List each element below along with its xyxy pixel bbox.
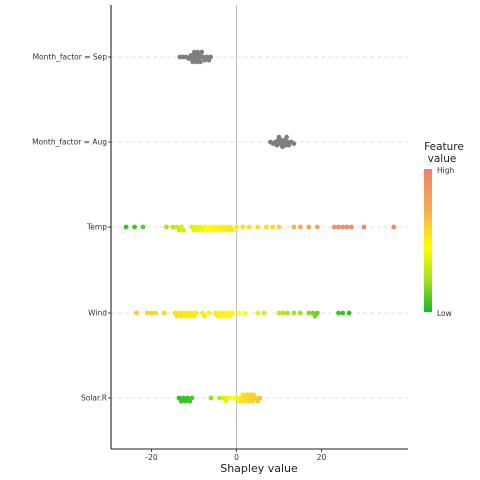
data-point (236, 310, 242, 316)
data-point (208, 395, 214, 401)
data-point (144, 310, 150, 316)
data-point (242, 310, 248, 316)
x-tick-label: 20 (317, 453, 327, 462)
y-tick-label: Temp (86, 223, 107, 232)
data-point (164, 224, 169, 230)
x-tick-label: 0 (234, 453, 239, 462)
data-point (297, 224, 303, 230)
data-point (181, 227, 186, 233)
data-point (276, 310, 282, 316)
legend-low-label: Low (437, 309, 452, 318)
data-point (153, 310, 159, 316)
data-point (140, 224, 146, 230)
data-point (202, 313, 208, 319)
x-tick-label: -20 (145, 453, 157, 462)
data-point (270, 224, 275, 230)
data-point (229, 310, 235, 316)
data-point (234, 224, 239, 230)
data-point (134, 310, 140, 316)
data-point (285, 310, 290, 316)
y-tick-label: Solar.R (81, 394, 107, 403)
data-point (123, 224, 129, 230)
data-point (306, 224, 312, 230)
data-point (190, 59, 196, 65)
y-tick-label: Month_factor = Sep (33, 53, 108, 62)
data-point (291, 224, 297, 230)
data-point (276, 134, 282, 140)
data-point (229, 395, 235, 401)
y-tick-label: Month_factor = Aug (32, 138, 107, 147)
data-point (192, 49, 197, 55)
data-point (177, 54, 183, 60)
data-point (263, 224, 269, 230)
data-points (123, 49, 397, 404)
data-point (217, 395, 222, 401)
legend-title-line1: Feature (424, 141, 464, 153)
data-point (361, 224, 367, 230)
legend-high-label: High (437, 166, 454, 175)
legend-gradient-bar (424, 169, 432, 312)
data-point (229, 227, 235, 233)
data-point (250, 398, 256, 404)
data-point (255, 310, 261, 316)
data-point (239, 398, 245, 404)
data-point (280, 310, 286, 316)
data-point (331, 224, 337, 230)
x-axis-title: Shapley value (220, 462, 298, 475)
data-point (344, 224, 350, 230)
axes: Month_factor = Sep Month_factor = Aug Temp… (32, 5, 408, 462)
data-point (340, 310, 346, 316)
data-point (240, 224, 246, 230)
data-point (149, 310, 154, 316)
data-point (314, 224, 320, 230)
data-point (161, 310, 167, 316)
data-point (198, 59, 203, 65)
data-point (346, 310, 352, 316)
data-point (297, 310, 303, 316)
data-point (348, 224, 354, 230)
data-point (255, 224, 261, 230)
data-point (336, 224, 341, 230)
data-point (291, 310, 297, 316)
data-point (189, 395, 195, 401)
data-point (206, 310, 212, 316)
legend-title-line2: value (428, 153, 457, 165)
color-legend: Feature value High Low (424, 141, 464, 318)
data-point (291, 141, 297, 147)
data-point (199, 49, 205, 55)
data-point (336, 310, 341, 316)
data-point (340, 224, 346, 230)
data-point (391, 224, 397, 230)
data-point (193, 310, 199, 316)
data-point (225, 395, 231, 401)
data-point (208, 54, 214, 60)
data-point (261, 310, 267, 316)
data-point (170, 224, 176, 230)
data-point (246, 224, 252, 230)
data-point (243, 398, 249, 404)
data-point (257, 395, 263, 401)
data-point (276, 224, 282, 230)
data-point (306, 310, 312, 316)
data-point (314, 310, 320, 316)
data-point (284, 134, 289, 140)
data-point (132, 224, 137, 230)
y-tick-label: Wind (88, 309, 107, 318)
